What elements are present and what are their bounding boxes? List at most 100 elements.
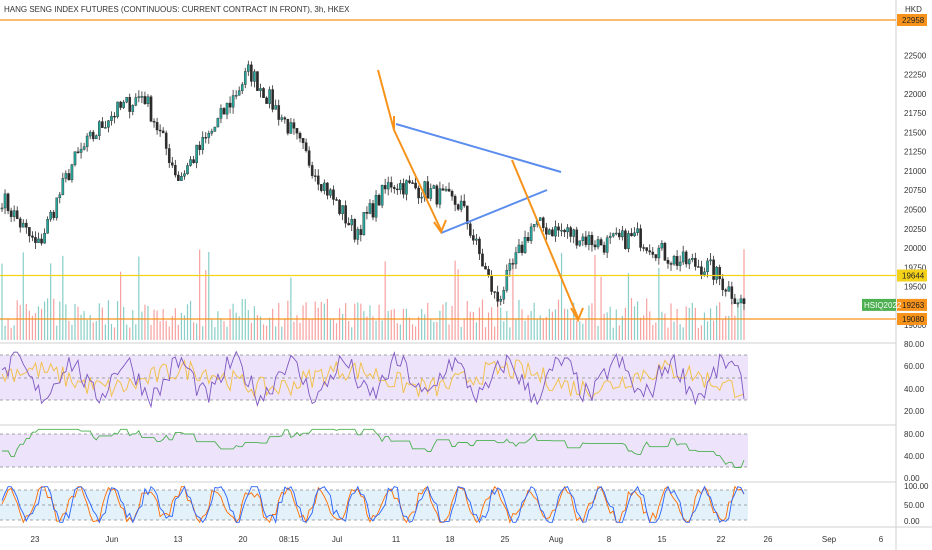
- candle-body: [697, 266, 700, 268]
- price-badge-label: 19644: [902, 272, 925, 281]
- volume-bar: [633, 306, 636, 340]
- price-tick: 19000: [904, 321, 927, 330]
- volume-bar: [238, 316, 240, 340]
- volume-bar: [323, 303, 325, 340]
- candle-body: [517, 244, 521, 253]
- stoch-k-line: [1, 485, 745, 524]
- candle-body: [465, 205, 469, 225]
- price-badge: [897, 313, 927, 325]
- svg-text:0.00: 0.00: [904, 474, 920, 483]
- candle-body: [654, 254, 658, 259]
- candle-body: [520, 244, 524, 253]
- volume-bar: [454, 260, 456, 340]
- volume-bar: [405, 308, 408, 340]
- volume-bar: [126, 324, 128, 340]
- volume-bar: [542, 319, 544, 340]
- volume-bar: [722, 319, 724, 340]
- candle-body: [243, 71, 247, 85]
- candle-body: [584, 236, 588, 245]
- candle-body: [645, 247, 648, 251]
- volume-bar: [451, 305, 453, 340]
- candle-body: [587, 235, 591, 245]
- price-tick: 21500: [904, 128, 927, 137]
- volume-bar: [655, 322, 657, 340]
- volume-bar: [627, 273, 630, 340]
- candle-body: [365, 212, 369, 214]
- symbol-tag: [862, 298, 896, 311]
- candle-body: [40, 238, 43, 244]
- candle-body: [715, 267, 718, 280]
- candle-body: [478, 238, 481, 255]
- candle-body: [237, 90, 241, 96]
- volume-bar: [284, 318, 286, 340]
- volume-bar: [229, 309, 231, 340]
- candle-body: [511, 263, 515, 265]
- volume-bar: [539, 315, 541, 340]
- mfi-band: [0, 434, 748, 467]
- candle-body: [712, 259, 715, 280]
- volume-bar: [19, 305, 21, 340]
- candle-body: [213, 126, 217, 132]
- candle-body: [541, 217, 545, 228]
- volume-bar: [466, 301, 468, 340]
- volume-bar: [418, 316, 420, 340]
- candle-body: [502, 290, 506, 300]
- time-label: 18: [446, 535, 455, 544]
- time-label: 20: [239, 535, 248, 544]
- volume-bar: [509, 327, 511, 340]
- candle-body: [657, 247, 661, 259]
- volume-bar: [512, 258, 514, 340]
- candle-body: [371, 203, 375, 218]
- volume-bar: [43, 301, 46, 340]
- candle-body: [447, 188, 451, 192]
- volume-bar: [302, 305, 304, 340]
- volume-bar: [503, 321, 505, 340]
- candle-body: [389, 182, 393, 188]
- volume-bar: [673, 321, 675, 340]
- mfi-indicator: [2, 428, 745, 468]
- candle-body: [146, 96, 150, 105]
- volume-bar: [37, 306, 40, 340]
- candle-body: [98, 121, 101, 136]
- time-label: 11: [392, 535, 401, 544]
- candle-body: [666, 260, 670, 264]
- candle-body: [368, 203, 372, 214]
- candle-body: [444, 188, 448, 191]
- price-badge-label: 22958: [902, 16, 925, 25]
- candle-body: [316, 175, 320, 185]
- volume-bar: [83, 311, 85, 340]
- volume-bar: [116, 301, 119, 340]
- volume-bar: [354, 303, 356, 340]
- candle-body: [639, 228, 642, 248]
- candle-body: [456, 204, 460, 210]
- candle-body: [34, 237, 37, 243]
- volume-bar: [530, 310, 532, 340]
- volume-bar: [390, 309, 392, 340]
- volume-bar: [560, 253, 563, 340]
- candle-body: [73, 151, 77, 165]
- candle-body: [31, 235, 34, 238]
- volume-bar: [311, 319, 313, 340]
- volume-bar: [463, 318, 465, 340]
- candle-body: [170, 162, 174, 166]
- candle-body: [469, 223, 472, 236]
- candle-body: [490, 275, 493, 292]
- volume-bar: [402, 308, 405, 340]
- volume-bar: [436, 322, 438, 340]
- candle-body: [557, 226, 560, 231]
- candle-body: [94, 135, 98, 140]
- candle-body: [675, 256, 679, 266]
- volume-bar: [712, 320, 715, 340]
- volume-bar: [433, 321, 435, 340]
- volume-bar: [472, 311, 474, 340]
- time-axis: 23 Jun 13 20 08:15 Jul 11 18 25 Aug 8 15 22 26 Sep 6: [31, 535, 884, 544]
- candle-body: [101, 121, 104, 128]
- volume-bar: [709, 308, 712, 340]
- volume-bar: [576, 320, 578, 340]
- volume-bar: [609, 306, 611, 340]
- volume-bar: [348, 321, 350, 340]
- volume-bar: [269, 317, 271, 340]
- candle-body: [271, 89, 274, 110]
- volume-bar: [506, 310, 508, 340]
- volume-bar: [250, 322, 252, 340]
